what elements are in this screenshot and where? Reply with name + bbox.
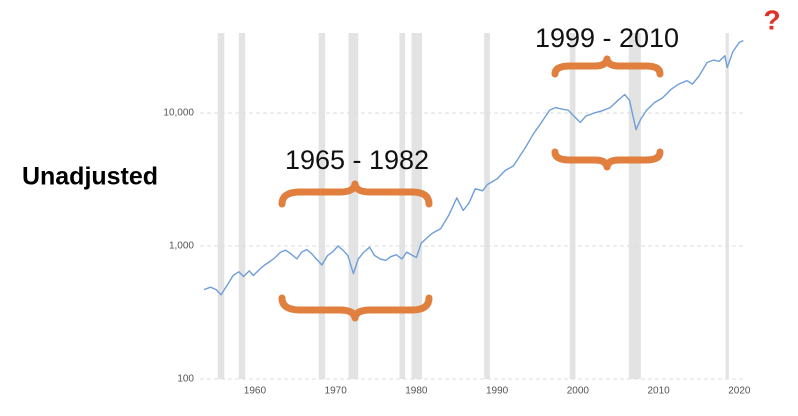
shaded-period — [628, 33, 641, 379]
line — [203, 40, 744, 296]
x-tick-label: 1990 — [486, 386, 509, 397]
x-tick-label: 1970 — [325, 386, 348, 397]
y-tick-label: 1,000 — [169, 241, 194, 252]
shaded-period — [348, 33, 359, 379]
y-tick-label: 100 — [177, 374, 194, 385]
x-tick-label: 1980 — [405, 386, 428, 397]
shaded-period — [569, 33, 576, 379]
shaded-period — [399, 33, 406, 379]
x-tick-label: 2020 — [728, 386, 751, 397]
y-tick-label: 10,000 — [163, 108, 194, 119]
x-tick-label: 2000 — [567, 386, 590, 397]
side-label: Unadjusted — [22, 163, 158, 191]
shaded-period — [238, 33, 246, 379]
brace — [551, 55, 664, 78]
brace — [278, 294, 433, 322]
shaded-period — [725, 33, 729, 379]
shaded-period — [411, 33, 423, 379]
x-tick-label: 1960 — [244, 386, 267, 397]
plot — [203, 40, 744, 296]
brace — [551, 148, 664, 171]
annotation: 1965 - 1982 — [285, 145, 429, 175]
shaded-period — [484, 33, 490, 379]
shaded-periods — [217, 33, 729, 379]
marker: ? — [763, 4, 780, 35]
annotation: 1999 - 2010 — [535, 23, 679, 53]
shaded-period — [318, 33, 326, 379]
x-tick-label: 2010 — [647, 386, 670, 397]
shaded-period — [217, 33, 225, 379]
brace — [278, 180, 433, 208]
